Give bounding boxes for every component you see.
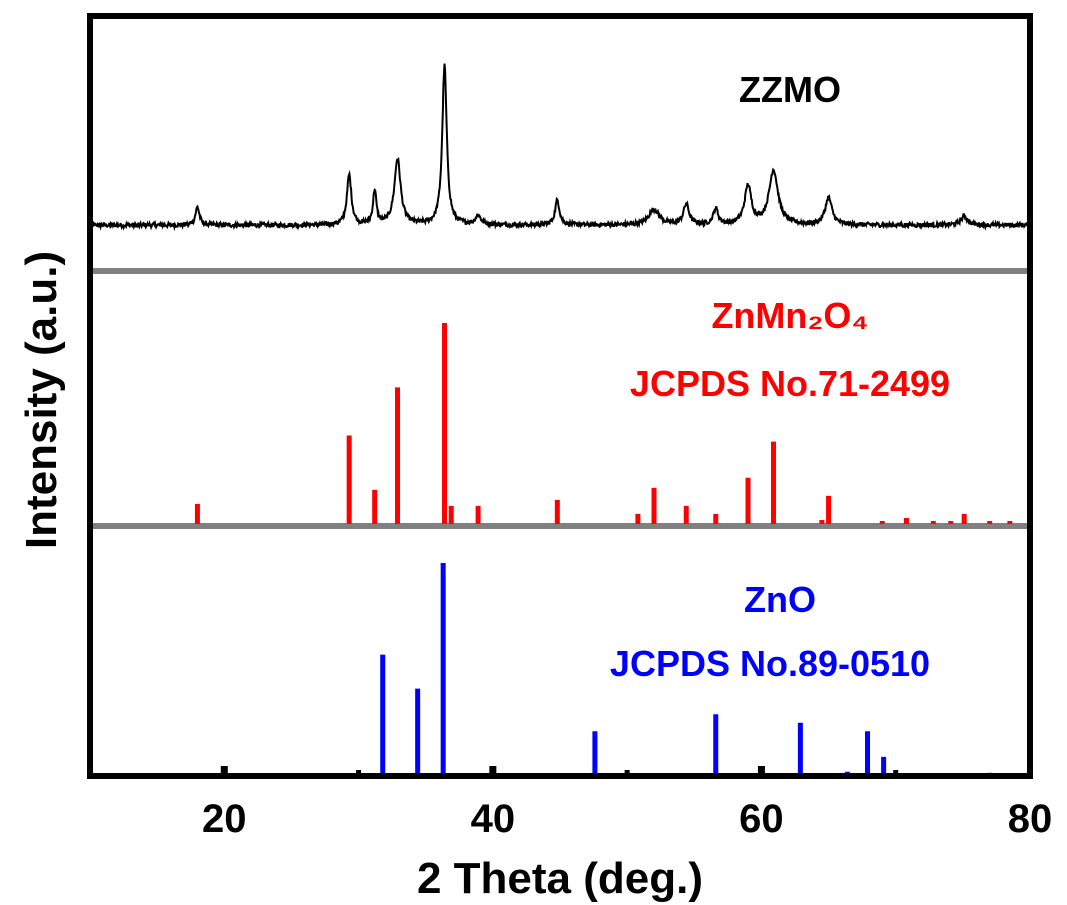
zno-label: ZnO xyxy=(744,579,816,620)
zzmo-label: ZZMO xyxy=(739,69,841,110)
x-tick-label: 40 xyxy=(471,797,516,841)
x-tick-label: 20 xyxy=(202,797,247,841)
znmn2o4-jcpds-label: JCPDS No.71-2499 xyxy=(630,363,950,404)
x-tick-label: 80 xyxy=(1008,797,1053,841)
zzmo-pattern-line xyxy=(89,63,1031,232)
plot-frame xyxy=(87,13,1033,779)
x-axis-ticks: 20 40 60 80 xyxy=(202,766,1052,841)
y-axis-label: Intensity (a.u.) xyxy=(17,251,66,549)
zno-reference-layer xyxy=(380,563,993,776)
x-tick-label: 60 xyxy=(739,797,784,841)
znmn2o4-label: ZnMn₂O₄ xyxy=(711,295,868,336)
znmn2o4-reference-layer xyxy=(194,323,1013,524)
panel-dividers xyxy=(90,268,1030,529)
zno-jcpds-label: JCPDS No.89-0510 xyxy=(610,643,930,684)
zzmo-pattern-layer xyxy=(89,63,1031,232)
x-axis-label: 2 Theta (deg.) xyxy=(417,854,703,903)
